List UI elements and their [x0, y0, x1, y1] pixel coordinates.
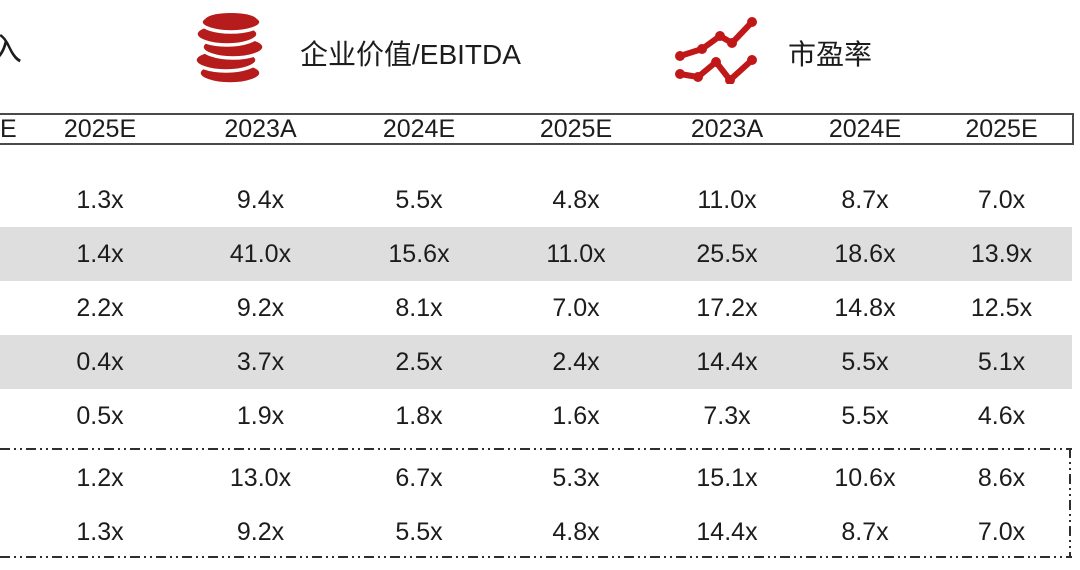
row-clipped-cell [0, 451, 20, 505]
header-cell-2023a: 2023A [224, 115, 297, 143]
header-cell-2025e: 2025E [63, 115, 137, 143]
value-cell: 2.5x [395, 348, 443, 376]
table-row: 1.3x 9.4x 5.5x 4.8x 11.0x 8.7x 7.0x [0, 173, 1072, 227]
table-body: 1.3x 9.4x 5.5x 4.8x 11.0x 8.7x 7.0x 1.4x 41.0x 15… [0, 145, 1072, 443]
row-clipped-cell [0, 335, 20, 389]
value-cell: 11.0x [697, 186, 757, 214]
value-cell: 11.0x [546, 240, 606, 268]
header-clipped-cell: E [0, 115, 17, 143]
value-cell: 1.4x [76, 240, 124, 268]
value-cell: 5.5x [395, 518, 443, 546]
value-cell: 12.5x [970, 294, 1033, 322]
value-cell: 5.3x [552, 464, 600, 492]
ev-ebitda-legend-label: 企业价值/EBITDA [300, 39, 521, 70]
row-clipped-cell [0, 227, 20, 281]
value-cell: 14.8x [834, 294, 896, 322]
dashed-box-top-border [0, 448, 1072, 450]
value-cell: 8.6x [977, 464, 1026, 492]
value-cell: 41.0x [229, 240, 292, 268]
row-clipped-cell [0, 505, 20, 559]
value-cell: 2.2x [76, 294, 124, 322]
value-cell: 5.1x [977, 348, 1026, 376]
value-cell: 4.8x [552, 186, 600, 214]
line-chart-icon [672, 12, 760, 85]
clipped-legend-label: 入 [0, 31, 23, 67]
value-cell: 6.7x [395, 464, 443, 492]
value-cell: 4.6x [977, 402, 1026, 430]
row-clipped-cell [0, 173, 20, 227]
value-cell: 14.4x [696, 518, 758, 546]
dashed-box-bottom-border [0, 556, 1072, 558]
table-row: 1.2x 13.0x 6.7x 5.3x 15.1x 10.6x 8.6x [0, 451, 1072, 505]
table-row: 0.5x 1.9x 1.8x 1.6x 7.3x 5.5x 4.6x [0, 389, 1072, 443]
value-cell: 15.1x [696, 464, 758, 492]
value-cell: 4.8x [552, 518, 600, 546]
value-cell: 9.2x [236, 518, 285, 546]
coins-icon [192, 8, 268, 88]
value-cell: 3.7x [236, 348, 285, 376]
value-cell: 0.4x [76, 348, 124, 376]
value-cell: 9.4x [236, 186, 285, 214]
dashed-box-right-border [1069, 448, 1071, 558]
value-cell: 0.5x [76, 402, 124, 430]
header-cell-2024e: 2024E [382, 115, 456, 143]
header-cell-2025e: 2025E [539, 115, 613, 143]
table-header-row: E 2025E 2023A 2024E 2025E 2023A 2024E 2025E [0, 113, 1074, 145]
table-row: 1.4x 41.0x 15.6x 11.0x 25.5x 18.6x 13.9x [0, 227, 1072, 281]
value-cell: 8.7x [841, 518, 889, 546]
value-cell: 17.2x [696, 294, 758, 322]
value-cell: 1.3x [76, 186, 124, 214]
value-cell: 15.6x [388, 240, 450, 268]
value-cell: 10.6x [834, 464, 896, 492]
value-cell: 1.8x [395, 402, 443, 430]
value-cell: 2.4x [552, 348, 600, 376]
value-cell: 1.2x [76, 464, 124, 492]
value-cell: 5.5x [395, 186, 443, 214]
value-cell: 7.0x [977, 518, 1026, 546]
value-cell: 13.9x [970, 240, 1033, 268]
value-cell: 8.1x [395, 294, 443, 322]
header-cell-2025e: 2025E [965, 115, 1038, 143]
table-row: 2.2x 9.2x 8.1x 7.0x 17.2x 14.8x 12.5x [0, 281, 1072, 335]
row-clipped-cell [0, 389, 20, 443]
value-cell: 1.9x [236, 402, 285, 430]
pe-ratio-legend-label: 市盈率 [788, 39, 873, 70]
header-cell-2024e: 2024E [828, 115, 902, 143]
header-cell-2023a: 2023A [690, 115, 764, 143]
value-cell: 14.4x [696, 348, 758, 376]
value-cell: 5.5x [841, 348, 889, 376]
value-cell: 8.7x [841, 186, 889, 214]
value-cell: 7.0x [552, 294, 600, 322]
value-cell: 7.0x [977, 186, 1026, 214]
table-row: 1.3x 9.2x 5.5x 4.8x 14.4x 8.7x 7.0x [0, 505, 1072, 559]
value-cell: 9.2x [236, 294, 285, 322]
table-dashed-section: 1.2x 13.0x 6.7x 5.3x 15.1x 10.6x 8.6x 1.3x 9.2x 5… [0, 451, 1072, 559]
value-cell: 13.0x [229, 464, 292, 492]
row-clipped-cell [0, 281, 20, 335]
table-row: 0.4x 3.7x 2.5x 2.4x 14.4x 5.5x 5.1x [0, 335, 1072, 389]
value-cell: 7.3x [703, 402, 751, 430]
value-cell: 25.5x [696, 240, 758, 268]
value-cell: 5.5x [841, 402, 889, 430]
value-cell: 18.6x [834, 240, 896, 268]
value-cell: 1.3x [76, 518, 124, 546]
value-cell: 1.6x [552, 402, 600, 430]
